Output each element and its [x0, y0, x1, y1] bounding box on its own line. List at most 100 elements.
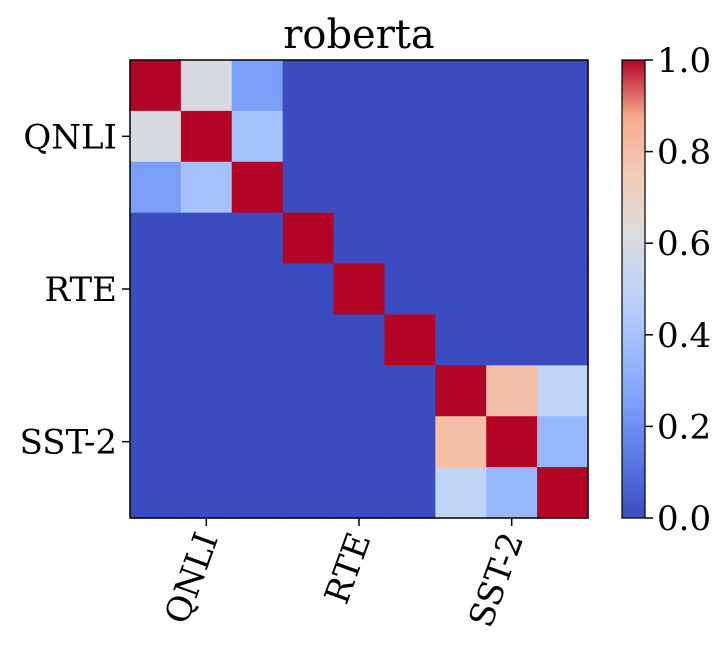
heatmap-cell-r3-c0: [130, 212, 182, 265]
heatmap-cell-r5-c3: [282, 314, 335, 366]
heatmap-cell-r8-c4: [333, 467, 386, 519]
heatmap-cell-r7-c2: [231, 416, 284, 468]
colorbar-tick-label: 0.2: [657, 407, 711, 447]
heatmap-cell-r0-c1: [180, 60, 233, 112]
heatmap-cell-r6-c7: [486, 365, 538, 417]
heatmap-cell-r2-c3: [282, 161, 335, 214]
heatmap-cell-r4-c1: [180, 263, 233, 316]
heatmap-cell-r4-c4: [333, 263, 386, 316]
heatmap-cell-r4-c7: [486, 263, 538, 316]
y-tick-label: QNLI: [23, 117, 117, 157]
heatmap-cell-r1-c1: [180, 110, 233, 163]
heatmap-cell-r2-c4: [333, 161, 386, 214]
heatmap-cell-r1-c5: [384, 110, 436, 163]
heatmap-cell-r2-c5: [384, 161, 436, 214]
heatmap-cell-r8-c2: [231, 467, 284, 519]
heatmap-cell-r4-c2: [231, 263, 284, 316]
heatmap-cell-r0-c5: [384, 60, 436, 112]
heatmap-cell-r8-c1: [180, 467, 233, 519]
heatmap-cell-r5-c6: [435, 314, 487, 366]
heatmap-cell-r8-c0: [130, 467, 182, 519]
heatmap-cell-r0-c7: [486, 60, 538, 112]
x-tick-label: RTE: [317, 527, 379, 609]
colorbar-tick-label: 0.6: [657, 224, 711, 264]
heatmap-cell-r1-c4: [333, 110, 386, 163]
heatmap-cell-r7-c1: [180, 416, 233, 468]
heatmap-cell-r3-c6: [435, 212, 487, 265]
heatmap-cell-r3-c3: [282, 212, 335, 265]
heatmap-cell-r1-c0: [130, 110, 182, 163]
heatmap-cell-r7-c3: [282, 416, 335, 468]
heatmap-cell-r7-c7: [486, 416, 538, 468]
x-tick-label: SST-2: [461, 527, 532, 632]
heatmap-cell-r8-c3: [282, 467, 335, 519]
colorbar-ticks: 0.0 0.2 0.4 0.6 0.8 1.0: [645, 41, 711, 539]
heatmap-cell-r0-c6: [435, 60, 487, 112]
heatmap-cell-r6-c3: [282, 365, 335, 417]
heatmap-cell-r6-c0: [130, 365, 182, 417]
heatmap-cell-r6-c8: [537, 365, 589, 417]
heatmap-cell-r5-c4: [333, 314, 386, 366]
colorbar: [621, 59, 646, 519]
heatmap-cell-r2-c1: [180, 161, 233, 214]
heatmap-cell-r4-c6: [435, 263, 487, 316]
heatmap-cell-r3-c7: [486, 212, 538, 265]
y-tick-label: SST-2: [20, 423, 117, 463]
heatmap-cell-r6-c2: [231, 365, 284, 417]
heatmap-cell-r0-c0: [130, 60, 182, 112]
heatmap-cell-r4-c0: [130, 263, 182, 316]
heatmap-cell-r8-c7: [486, 467, 538, 519]
chart-title: roberta: [283, 12, 435, 58]
heatmap-cell-r3-c1: [180, 212, 233, 265]
heatmap-cell-r3-c4: [333, 212, 386, 265]
heatmap-cell-r6-c6: [435, 365, 487, 417]
heatmap-cell-r1-c6: [435, 110, 487, 163]
y-axis-ticks: QNLI RTE SST-2: [20, 117, 130, 463]
heatmap-cell-r1-c3: [282, 110, 335, 163]
heatmap-cell-r4-c8: [537, 263, 589, 316]
heatmap-cell-r5-c0: [130, 314, 182, 366]
heatmap-cells: [130, 60, 589, 519]
heatmap-cell-r5-c5: [384, 314, 436, 366]
heatmap-cell-r3-c2: [231, 212, 284, 265]
heatmap-cell-r7-c0: [130, 416, 182, 468]
heatmap-cell-r1-c8: [537, 110, 589, 163]
heatmap-cell-r7-c6: [435, 416, 487, 468]
heatmap-cell-r5-c2: [231, 314, 284, 366]
heatmap-cell-r6-c5: [384, 365, 436, 417]
heatmap-cell-r3-c5: [384, 212, 436, 265]
heatmap-cell-r7-c4: [333, 416, 386, 468]
heatmap-cell-r8-c5: [384, 467, 436, 519]
heatmap-cell-r0-c4: [333, 60, 386, 112]
heatmap-cell-r2-c8: [537, 161, 589, 214]
heatmap-cell-r6-c4: [333, 365, 386, 417]
heatmap-cell-r2-c2: [231, 161, 284, 214]
heatmap-cell-r4-c3: [282, 263, 335, 316]
heatmap-cell-r8-c8: [537, 467, 589, 519]
colorbar-tick-label: 1.0: [657, 41, 711, 81]
heatmap-cell-r5-c1: [180, 314, 233, 366]
x-tick-label: QNLI: [157, 527, 227, 629]
heatmap-cell-r1-c2: [231, 110, 284, 163]
heatmap-cell-r2-c7: [486, 161, 538, 214]
colorbar-tick-label: 0.8: [657, 133, 711, 173]
heatmap-cell-r7-c8: [537, 416, 589, 468]
colorbar-tick-label: 0.0: [657, 499, 711, 539]
x-axis-ticks: QNLI RTE SST-2: [157, 518, 532, 633]
heatmap-cell-r4-c5: [384, 263, 436, 316]
heatmap-cell-r2-c6: [435, 161, 487, 214]
colorbar-tick-label: 0.4: [657, 316, 711, 356]
heatmap-cell-r1-c7: [486, 110, 538, 163]
heatmap-cell-r2-c0: [130, 161, 182, 214]
heatmap-cell-r0-c3: [282, 60, 335, 112]
heatmap-cell-r5-c7: [486, 314, 538, 366]
heatmap-cell-r0-c8: [537, 60, 589, 112]
heatmap-cell-r7-c5: [384, 416, 436, 468]
heatmap-cell-r6-c1: [180, 365, 233, 417]
heatmap-cell-r3-c8: [537, 212, 589, 265]
heatmap-cell-r5-c8: [537, 314, 589, 366]
y-tick-label: RTE: [45, 270, 118, 310]
heatmap-cell-r0-c2: [231, 60, 284, 112]
heatmap-cell-r8-c6: [435, 467, 487, 519]
